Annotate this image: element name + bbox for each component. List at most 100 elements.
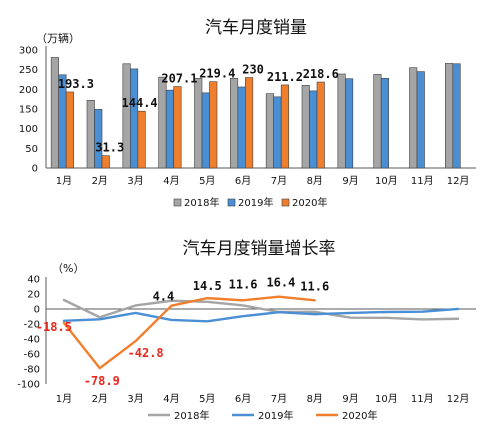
line-x-tick-label: 2月 — [92, 393, 108, 405]
line-y-tick-label: -40 — [24, 335, 40, 346]
line-x-tick-label: 4月 — [163, 393, 179, 405]
bar-2020年-5月 — [209, 81, 218, 169]
bar-2020年-3月 — [137, 110, 146, 169]
line-data-label: 11.6 — [229, 277, 258, 291]
bar-2019年-3月 — [130, 68, 139, 169]
bar-x-tick-label: 8月 — [307, 175, 323, 187]
bar-x-tick-label: 5月 — [199, 175, 215, 187]
line-chart-title: 汽车月度销量增长率 — [183, 239, 336, 259]
bar-2020年-7月 — [280, 84, 289, 169]
bar-legend-swatch — [281, 198, 290, 207]
bar-x-tick-label: 2月 — [92, 175, 108, 187]
bar-data-label: 193.3 — [58, 77, 94, 91]
line-y-tick-label: 0 — [34, 305, 40, 316]
line-data-label: -78.9 — [84, 374, 120, 388]
bar-2020年-4月 — [173, 86, 182, 169]
line-y-tick-label: -60 — [24, 350, 40, 361]
bar-y-tick-label: 150 — [19, 105, 38, 116]
bar-2018年-2月 — [86, 100, 95, 169]
bar-legend-swatch — [173, 198, 182, 207]
bar-2018年-6月 — [230, 78, 239, 169]
bar-2019年-8月 — [309, 90, 318, 169]
bar-x-tick-label: 12月 — [447, 175, 470, 187]
bar-data-label: 219.4 — [199, 67, 235, 81]
bar-2018年-5月 — [194, 78, 203, 169]
line-series-2019年 — [62, 307, 460, 323]
bar-x-tick-label: 1月 — [56, 175, 72, 187]
bar-2020年-8月 — [316, 81, 325, 169]
bar-2019年-12月 — [452, 63, 461, 169]
bar-2018年-11月 — [409, 67, 418, 169]
bar-x-tick-label: 9月 — [342, 175, 358, 187]
bar-2019年-5月 — [201, 92, 210, 169]
bar-2019年-2月 — [94, 109, 103, 169]
bar-chart: 0 50 100 150 200 250 300 1月 2月 3月 4月 5月 6月 7月 8月 9月 10月 1… — [19, 46, 476, 209]
line-y-tick-label: -20 — [24, 320, 40, 331]
line-x-tick-label: 9月 — [342, 393, 358, 405]
bar-x-tick-label: 11月 — [411, 175, 434, 187]
bar-y-tick-label: 200 — [19, 85, 38, 96]
bar-2018年-7月 — [265, 93, 274, 169]
line-x-tick-label: 6月 — [235, 393, 251, 405]
bar-y-tick-label: 0 — [32, 164, 38, 175]
bar-2019年-9月 — [345, 78, 354, 169]
line-legend-label: 2020年 — [342, 409, 377, 422]
line-series-2020年 — [62, 295, 316, 370]
line-data-label: 4.4 — [153, 290, 175, 304]
bar-2018年-12月 — [445, 63, 454, 169]
line-legend-label: 2019年 — [258, 409, 293, 422]
line-data-label: -42.8 — [128, 346, 164, 360]
line-x-tick-label: 1月 — [56, 393, 72, 405]
bar-data-label: 31.3 — [95, 141, 124, 155]
line-chart-unit: （%） — [52, 262, 84, 275]
line-legend-label: 2018年 — [174, 409, 209, 422]
bar-2020年-1月 — [65, 91, 74, 169]
line-y-tick-label: 40 — [27, 275, 40, 286]
bar-legend-label: 2018年 — [184, 196, 219, 209]
bar-x-tick-label: 7月 — [271, 175, 287, 187]
line-y-tick-label: -100 — [17, 380, 40, 391]
bar-data-label: 211.2 — [267, 70, 303, 84]
bar-2018年-8月 — [301, 85, 310, 169]
bar-y-tick-label: 300 — [19, 46, 38, 57]
line-data-label: 16.4 — [266, 276, 295, 290]
line-y-tick-label: 20 — [27, 290, 40, 301]
bar-2018年-10月 — [373, 74, 382, 169]
bar-2019年-11月 — [416, 71, 425, 169]
line-x-tick-label: 10月 — [375, 393, 398, 405]
bar-2019年-4月 — [165, 89, 174, 169]
line-data-label: 14.5 — [193, 279, 222, 293]
bar-2018年-9月 — [337, 73, 346, 169]
bar-legend-swatch — [227, 198, 236, 207]
bar-2018年-1月 — [50, 57, 59, 169]
bar-2019年-6月 — [237, 86, 246, 169]
line-chart: -100 -80 -60 -40 -20 0 20 40 1月 2月 3月 4月 5月 6月 7月 8月 9月 1… — [17, 275, 476, 422]
bar-x-tick-label: 10月 — [375, 175, 398, 187]
bar-legend-label: 2019年 — [238, 196, 273, 209]
bar-data-label: 144.4 — [122, 96, 158, 110]
line-y-tick-label: -80 — [24, 365, 40, 376]
bar-legend-label: 2020年 — [292, 196, 327, 209]
line-data-label: 11.6 — [300, 279, 329, 293]
bar-2018年-4月 — [158, 76, 167, 169]
bar-x-tick-label: 6月 — [235, 175, 251, 187]
bar-chart-unit: （万辆） — [36, 31, 80, 45]
bar-y-tick-label: 100 — [19, 124, 38, 135]
bar-2019年-7月 — [273, 96, 282, 169]
bar-x-tick-label: 4月 — [163, 175, 179, 187]
line-x-tick-label: 5月 — [199, 393, 215, 405]
bar-y-tick-label: 250 — [19, 65, 38, 76]
line-x-tick-label: 7月 — [271, 393, 287, 405]
bar-data-label: 207.1 — [161, 72, 197, 86]
line-x-tick-label: 12月 — [447, 393, 470, 405]
bar-data-label: 230 — [242, 63, 264, 77]
bar-x-tick-label: 3月 — [127, 175, 143, 187]
bar-2020年-6月 — [245, 77, 254, 169]
line-x-tick-label: 8月 — [307, 393, 323, 405]
line-series-2018年 — [62, 298, 460, 321]
bar-2019年-10月 — [380, 78, 389, 169]
bar-2020年-2月 — [101, 155, 110, 169]
line-data-label: -18.5 — [36, 320, 72, 334]
line-x-tick-label: 3月 — [127, 393, 143, 405]
